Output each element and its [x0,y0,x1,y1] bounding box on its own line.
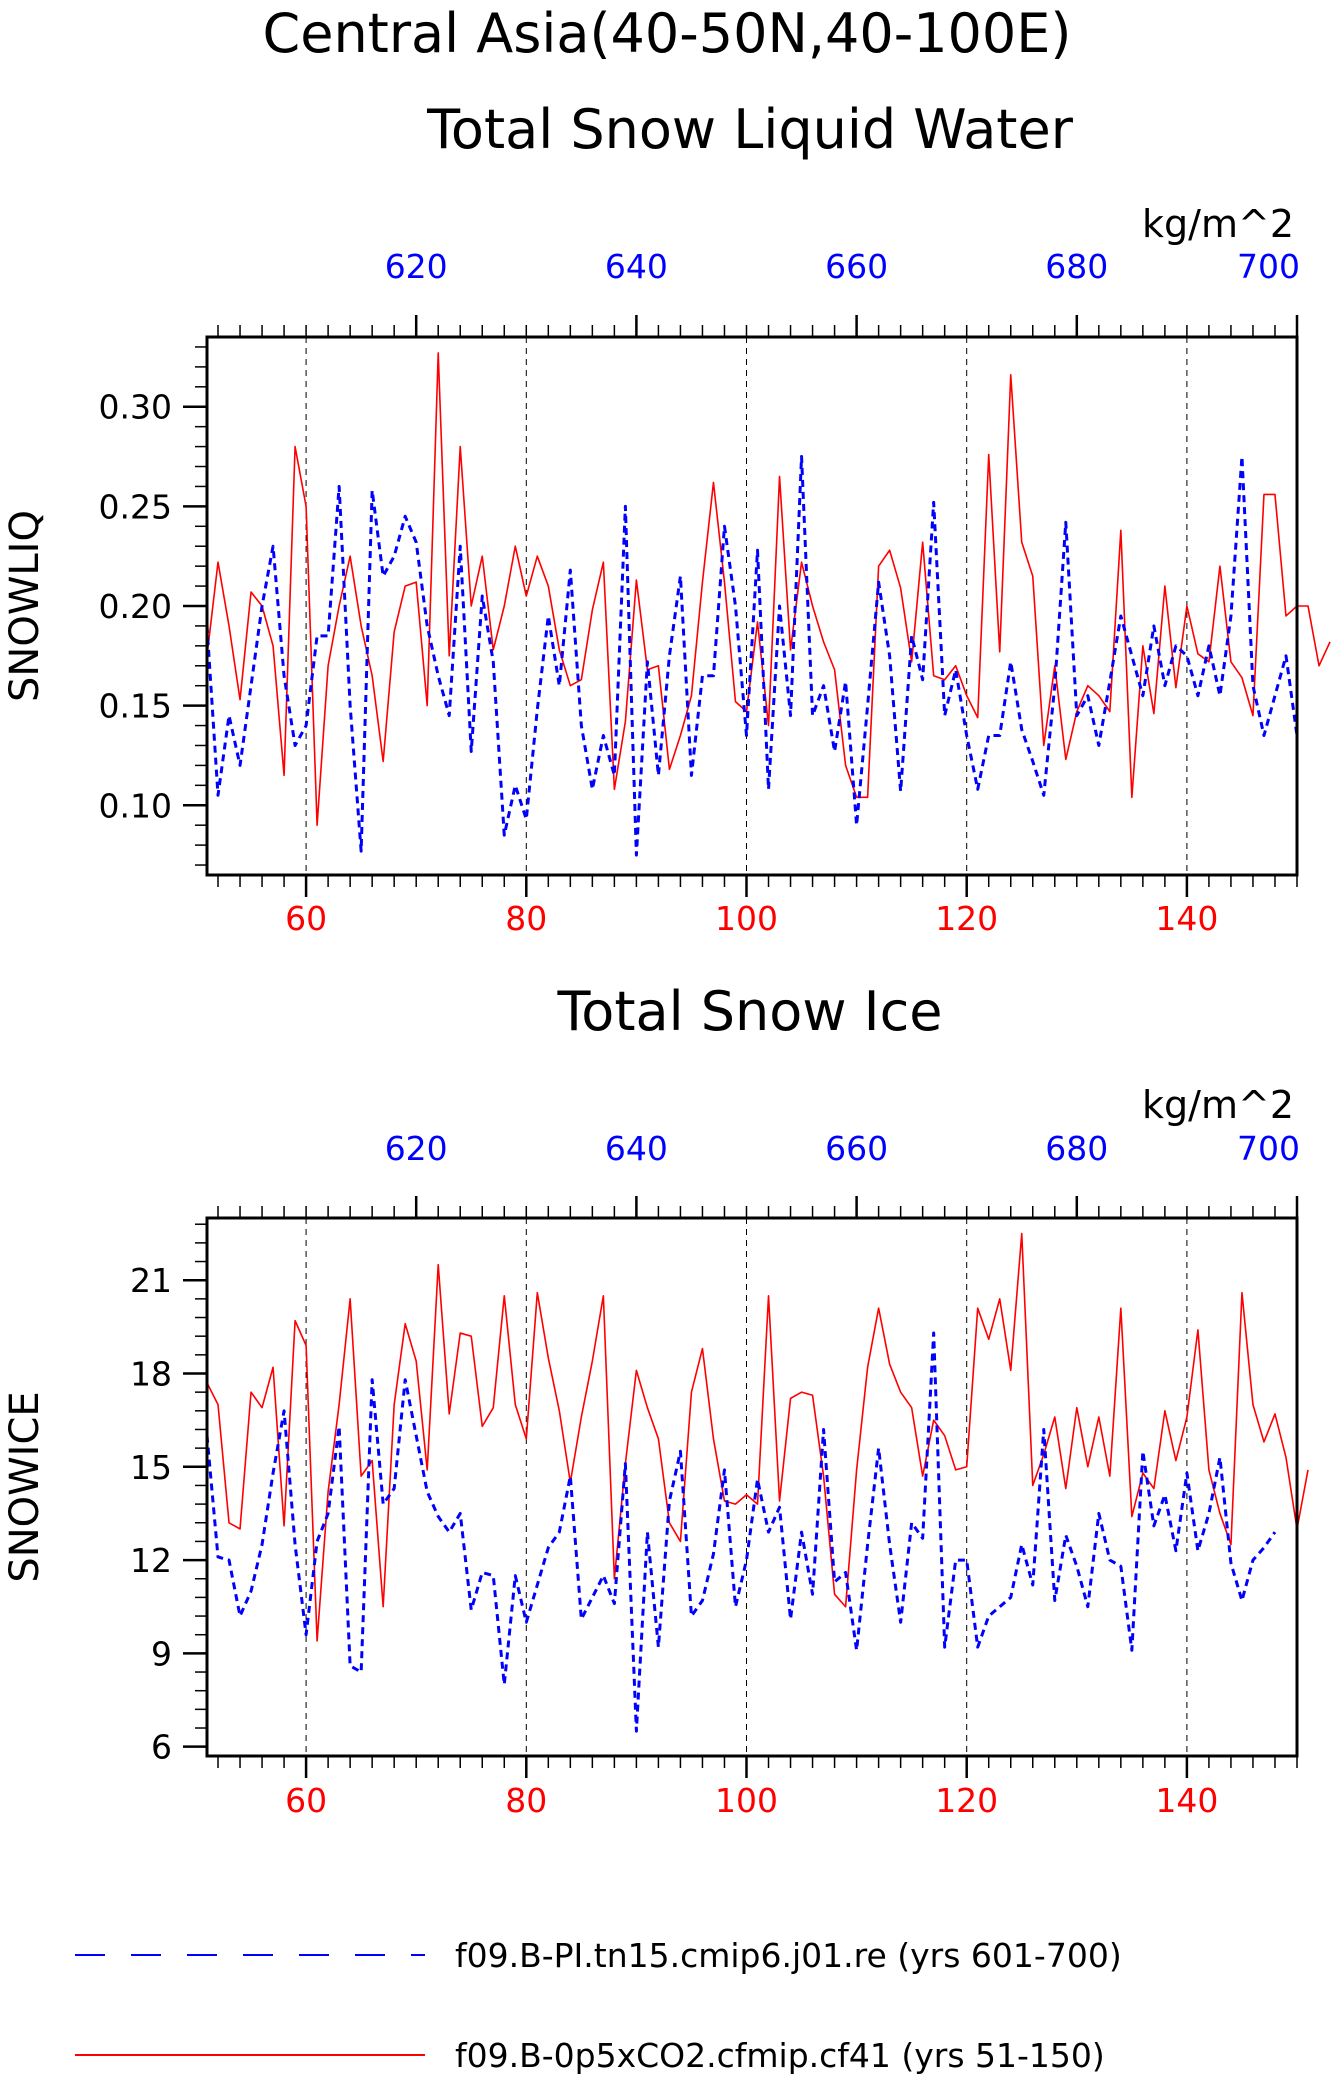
bottom-tick-label: 120 [935,899,998,938]
legend-label-red: f09.B-0p5xCO2.cfmip.cf41 (yrs 51-150) [455,2036,1105,2075]
y-tick-label: 6 [151,1728,172,1767]
y-tick-label: 9 [151,1634,172,1673]
bottom-tick-label: 140 [1155,1781,1218,1820]
top-tick-label: 700 [1237,247,1300,286]
y-tick-label: 0.30 [99,388,172,427]
panel1-title: Total Snow Liquid Water [426,98,1074,161]
bottom-tick-label: 140 [1155,899,1218,938]
bottom-tick-label: 60 [285,1781,327,1820]
top-tick-label: 700 [1237,1129,1300,1168]
figure-title-line1: Central Asia(40-50N,40-100E) [263,2,1072,65]
top-tick-label: 620 [385,247,448,286]
top-tick-label: 640 [605,1129,668,1168]
bottom-tick-label: 100 [715,1781,778,1820]
panel1-chart: 0.10 0.15 0.20 0.25 0.30 60 80 100 120 140 620 640 6… [2,202,1331,938]
y-axis-label: SNOWLIQ [2,510,48,702]
panel2-chart: 6 9 12 15 18 21 60 80 100 120 140 620 640 660 680 700kg… [2,1083,1309,1820]
top-tick-label: 620 [385,1129,448,1168]
y-tick-label: 0.20 [99,587,172,626]
y-tick-label: 15 [130,1448,172,1487]
top-tick-label: 680 [1045,247,1108,286]
legend: f09.B-PI.tn15.cmip6.j01.re (yrs 601-700)… [75,1936,1122,2075]
bottom-tick-label: 80 [505,1781,547,1820]
plot-frame [205,1216,1299,1758]
y-tick-label: 0.15 [99,687,172,726]
panel2-title: Total Snow Ice [557,980,943,1043]
bottom-tick-label: 100 [715,899,778,938]
y-axis-label: SNOWICE [2,1391,48,1582]
top-tick-label: 680 [1045,1129,1108,1168]
series-line-red-solid [206,1232,1309,1642]
y-tick-label: 0.10 [99,786,172,825]
units-label: kg/m^2 [1142,202,1294,246]
bottom-tick-label: 60 [285,899,327,938]
units-label: kg/m^2 [1142,1083,1294,1127]
series-line-blue-dashed [205,455,1299,857]
y-tick-label: 21 [130,1261,172,1300]
y-tick-label: 0.25 [99,487,172,526]
series-line-red-solid [206,352,1331,826]
bottom-tick-label: 80 [505,899,547,938]
top-tick-label: 660 [825,247,888,286]
top-tick-label: 660 [825,1129,888,1168]
y-tick-label: 12 [130,1541,172,1580]
y-tick-label: 18 [130,1354,172,1393]
plot-frame [205,335,1299,877]
bottom-tick-label: 120 [935,1781,998,1820]
top-tick-label: 640 [605,247,668,286]
legend-label-blue: f09.B-PI.tn15.cmip6.j01.re (yrs 601-700) [455,1936,1122,1975]
